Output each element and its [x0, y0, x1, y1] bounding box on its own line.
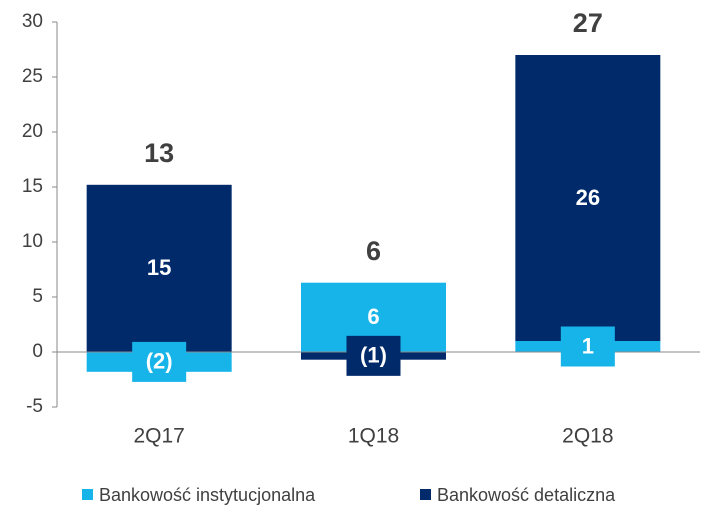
y-tick-label: -5 — [26, 396, 43, 417]
legend-swatch — [420, 489, 431, 500]
x-tick-label: 2Q17 — [133, 425, 184, 448]
y-tick-label: 25 — [22, 66, 43, 87]
y-tick-label: 20 — [22, 121, 43, 142]
label-box — [132, 341, 187, 382]
data-label: (1) — [360, 343, 387, 368]
bar-segment — [515, 55, 661, 341]
data-label: 6 — [367, 304, 379, 329]
y-tick-label: 10 — [22, 231, 43, 252]
y-tick-label: 15 — [22, 176, 43, 197]
x-tick-label: 1Q18 — [348, 425, 399, 448]
data-label: 1 — [582, 333, 594, 358]
x-tick-label: 2Q18 — [562, 425, 613, 448]
data-label: (2) — [146, 349, 173, 374]
total-label: 13 — [144, 138, 174, 168]
data-label: 15 — [147, 255, 171, 280]
legend-swatch — [82, 489, 93, 500]
y-tick-label: 30 — [22, 11, 43, 32]
legend-label: Bankowość detaliczna — [437, 485, 616, 505]
total-label: 27 — [573, 8, 603, 38]
y-tick-label: 5 — [32, 286, 43, 307]
label-box — [346, 335, 401, 376]
label-box — [560, 326, 615, 367]
total-label: 6 — [366, 236, 381, 266]
data-label: 26 — [576, 185, 600, 210]
legend-label: Bankowość instytucjonalna — [99, 485, 316, 505]
bar-segment — [86, 184, 232, 352]
y-tick-label: 0 — [32, 341, 43, 362]
